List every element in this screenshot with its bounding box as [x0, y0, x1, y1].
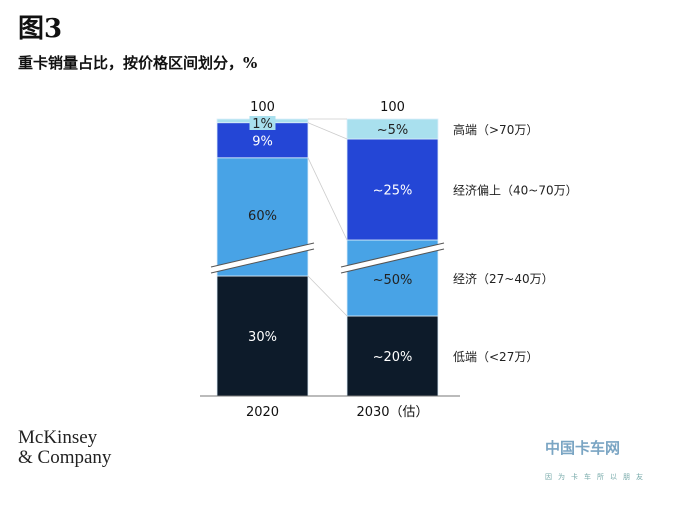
axis-break — [210, 242, 315, 268]
axis-break — [210, 243, 315, 273]
total-label: 100 — [380, 100, 405, 115]
data-label: 60% — [248, 209, 277, 224]
watermark: 中国卡车网 — [545, 439, 621, 457]
logo-line1: McKinsey — [18, 427, 98, 448]
data-label: 1% — [252, 117, 273, 132]
connector-line — [307, 275, 348, 317]
data-label: ~20% — [373, 350, 413, 365]
axis-break — [340, 242, 445, 268]
data-label: ~25% — [373, 184, 413, 199]
bar-segment — [346, 118, 439, 140]
label-bg — [249, 116, 276, 130]
data-label: ~50% — [373, 273, 413, 288]
axis-break — [340, 243, 445, 273]
data-label: 9% — [252, 134, 273, 149]
series-label: 经济偏上（40~70万） — [453, 183, 578, 198]
watermark-tagline: 因为卡车所以朋友 — [545, 473, 649, 481]
axis-break — [340, 248, 445, 274]
bar-segment — [216, 275, 309, 397]
chart-subtitle: 重卡销量占比，按价格区间划分，% — [18, 54, 258, 72]
bar-segment — [346, 138, 439, 241]
axis-break — [210, 248, 315, 274]
logo-line2: & Company — [18, 447, 112, 468]
bar-segment — [346, 315, 439, 397]
connector-line — [307, 122, 348, 140]
category-label: 2020 — [246, 405, 279, 420]
data-label: 30% — [248, 330, 277, 345]
series-label: 高端（>70万） — [453, 122, 538, 137]
series-label: 经济（27~40万） — [453, 271, 554, 286]
data-label: ~5% — [377, 123, 409, 138]
series-label: 低端（<27万） — [453, 350, 538, 364]
figure-label: 图3 — [18, 14, 63, 44]
connector-line — [307, 157, 348, 241]
mckinsey-logo: McKinsey & Company — [18, 428, 111, 468]
category-label: 2030（估） — [356, 405, 428, 420]
total-label: 100 — [250, 100, 275, 115]
